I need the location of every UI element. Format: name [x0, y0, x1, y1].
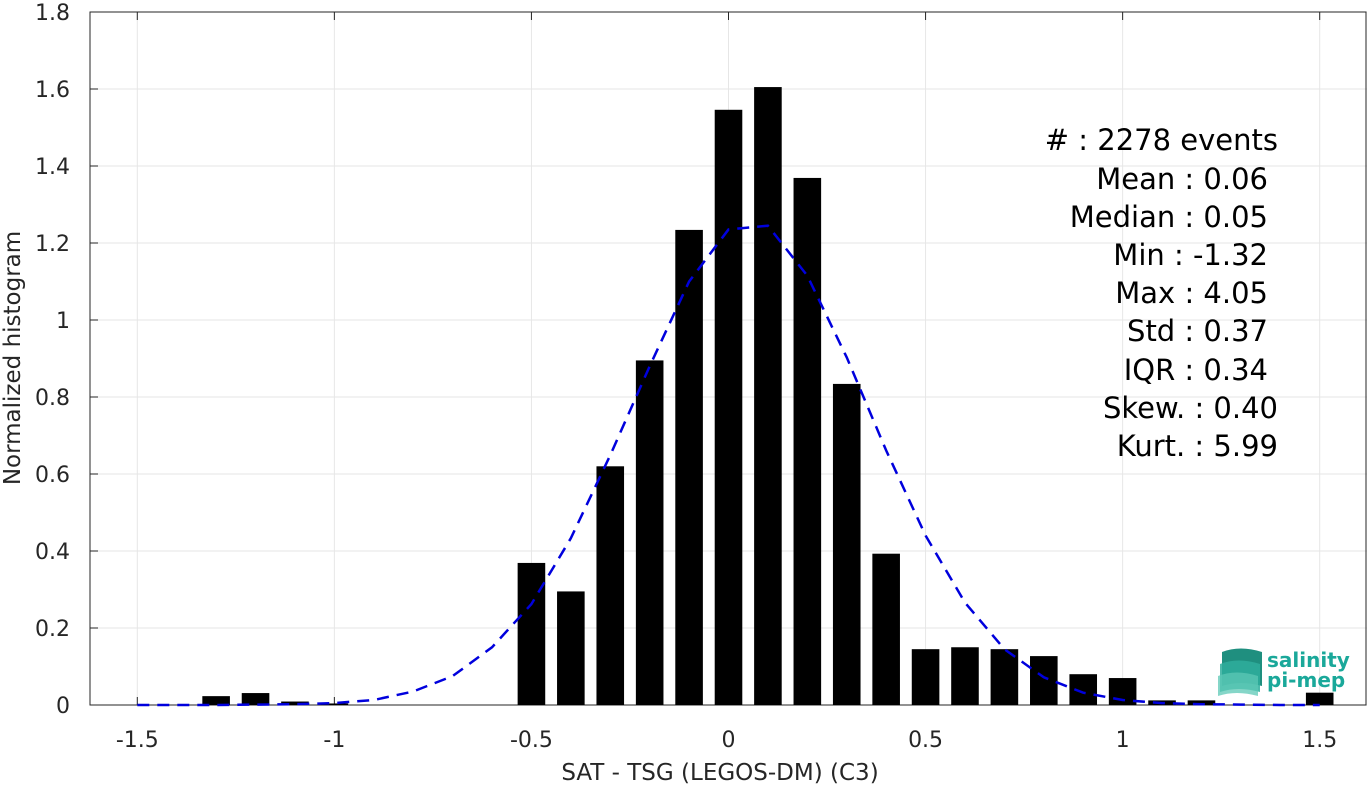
- y-tick-label: 0.2: [35, 617, 70, 642]
- logo-line2: pi-mep: [1267, 668, 1345, 692]
- y-tick-label: 1.4: [35, 155, 70, 180]
- tick-labels: -1.5 -1 -0.5 0 0.5 1 1.5 0 0.2 0.4 0.6 0.8 1 1.2 1.4 1.…: [35, 1, 1337, 753]
- stat-max: Max : 4.05: [1115, 276, 1268, 310]
- fit-curve: [137, 224, 1320, 707]
- x-tick-label: 0.5: [908, 728, 943, 753]
- y-tick-label: 0.8: [35, 386, 70, 411]
- histogram-bar: [202, 696, 230, 705]
- y-tick-label: 0: [56, 694, 70, 719]
- histogram-bars: [202, 87, 1334, 706]
- histogram-bar: [675, 229, 703, 705]
- x-tick-label: 0: [722, 728, 736, 753]
- histogram-bar: [1069, 674, 1098, 705]
- histogram-bar: [990, 649, 1019, 705]
- x-tick-label: -1.5: [116, 728, 159, 753]
- histogram-bar: [320, 703, 349, 705]
- histogram-bar: [241, 693, 270, 705]
- y-axis-title: Normalized histogram: [0, 231, 26, 485]
- gaussian-fit-line: [137, 224, 1320, 707]
- y-tick-label: 0.4: [35, 540, 70, 565]
- y-tick-label: 1.8: [35, 1, 70, 26]
- y-tick-label: 1: [56, 309, 70, 334]
- stat-median: Median : 0.05: [1070, 200, 1268, 234]
- histogram-bar: [635, 360, 664, 705]
- histogram-bar: [1305, 692, 1334, 705]
- x-tick-label: 1: [1116, 728, 1130, 753]
- y-tick-label: 0.6: [35, 463, 70, 488]
- logo-line1: salinity: [1267, 648, 1350, 672]
- stat-std: Std : 0.37: [1127, 314, 1268, 348]
- histogram-bar: [911, 649, 940, 705]
- x-axis-title: SAT - TSG (LEGOS-DM) (C3): [561, 760, 878, 785]
- wave-icon: [1218, 648, 1262, 696]
- stat-kurt: Kurt. : 5.99: [1117, 429, 1278, 463]
- histogram-bar: [517, 562, 546, 705]
- histogram-bar: [557, 591, 585, 705]
- histogram-bar: [281, 701, 309, 705]
- histogram-bar: [714, 109, 743, 706]
- y-tick-label: 1.2: [35, 232, 70, 257]
- histogram-bar: [596, 466, 625, 705]
- x-tick-label: -1: [323, 728, 345, 753]
- histogram-bar: [1187, 700, 1216, 705]
- histogram-bar: [1030, 656, 1058, 705]
- histogram-bar: [832, 383, 861, 705]
- histogram-bar: [754, 87, 782, 705]
- stat-min: Min : -1.32: [1113, 238, 1268, 272]
- y-tick-label: 1.6: [35, 78, 70, 103]
- histogram-bar: [793, 177, 822, 705]
- salinity-pi-mep-logo: salinity pi-mep: [1218, 648, 1350, 696]
- x-tick-label: -0.5: [510, 728, 553, 753]
- stat-iqr: IQR : 0.34: [1124, 353, 1268, 387]
- x-tick-label: 1.5: [1302, 728, 1337, 753]
- histogram-bar: [951, 647, 979, 705]
- stat-mean: Mean : 0.06: [1096, 162, 1268, 196]
- histogram-bar: [872, 553, 900, 705]
- statistics-annotation: # : 2278 events Mean : 0.06 Median : 0.0…: [1045, 123, 1278, 463]
- stat-events: # : 2278 events: [1045, 123, 1278, 157]
- stat-skew: Skew. : 0.40: [1103, 391, 1278, 425]
